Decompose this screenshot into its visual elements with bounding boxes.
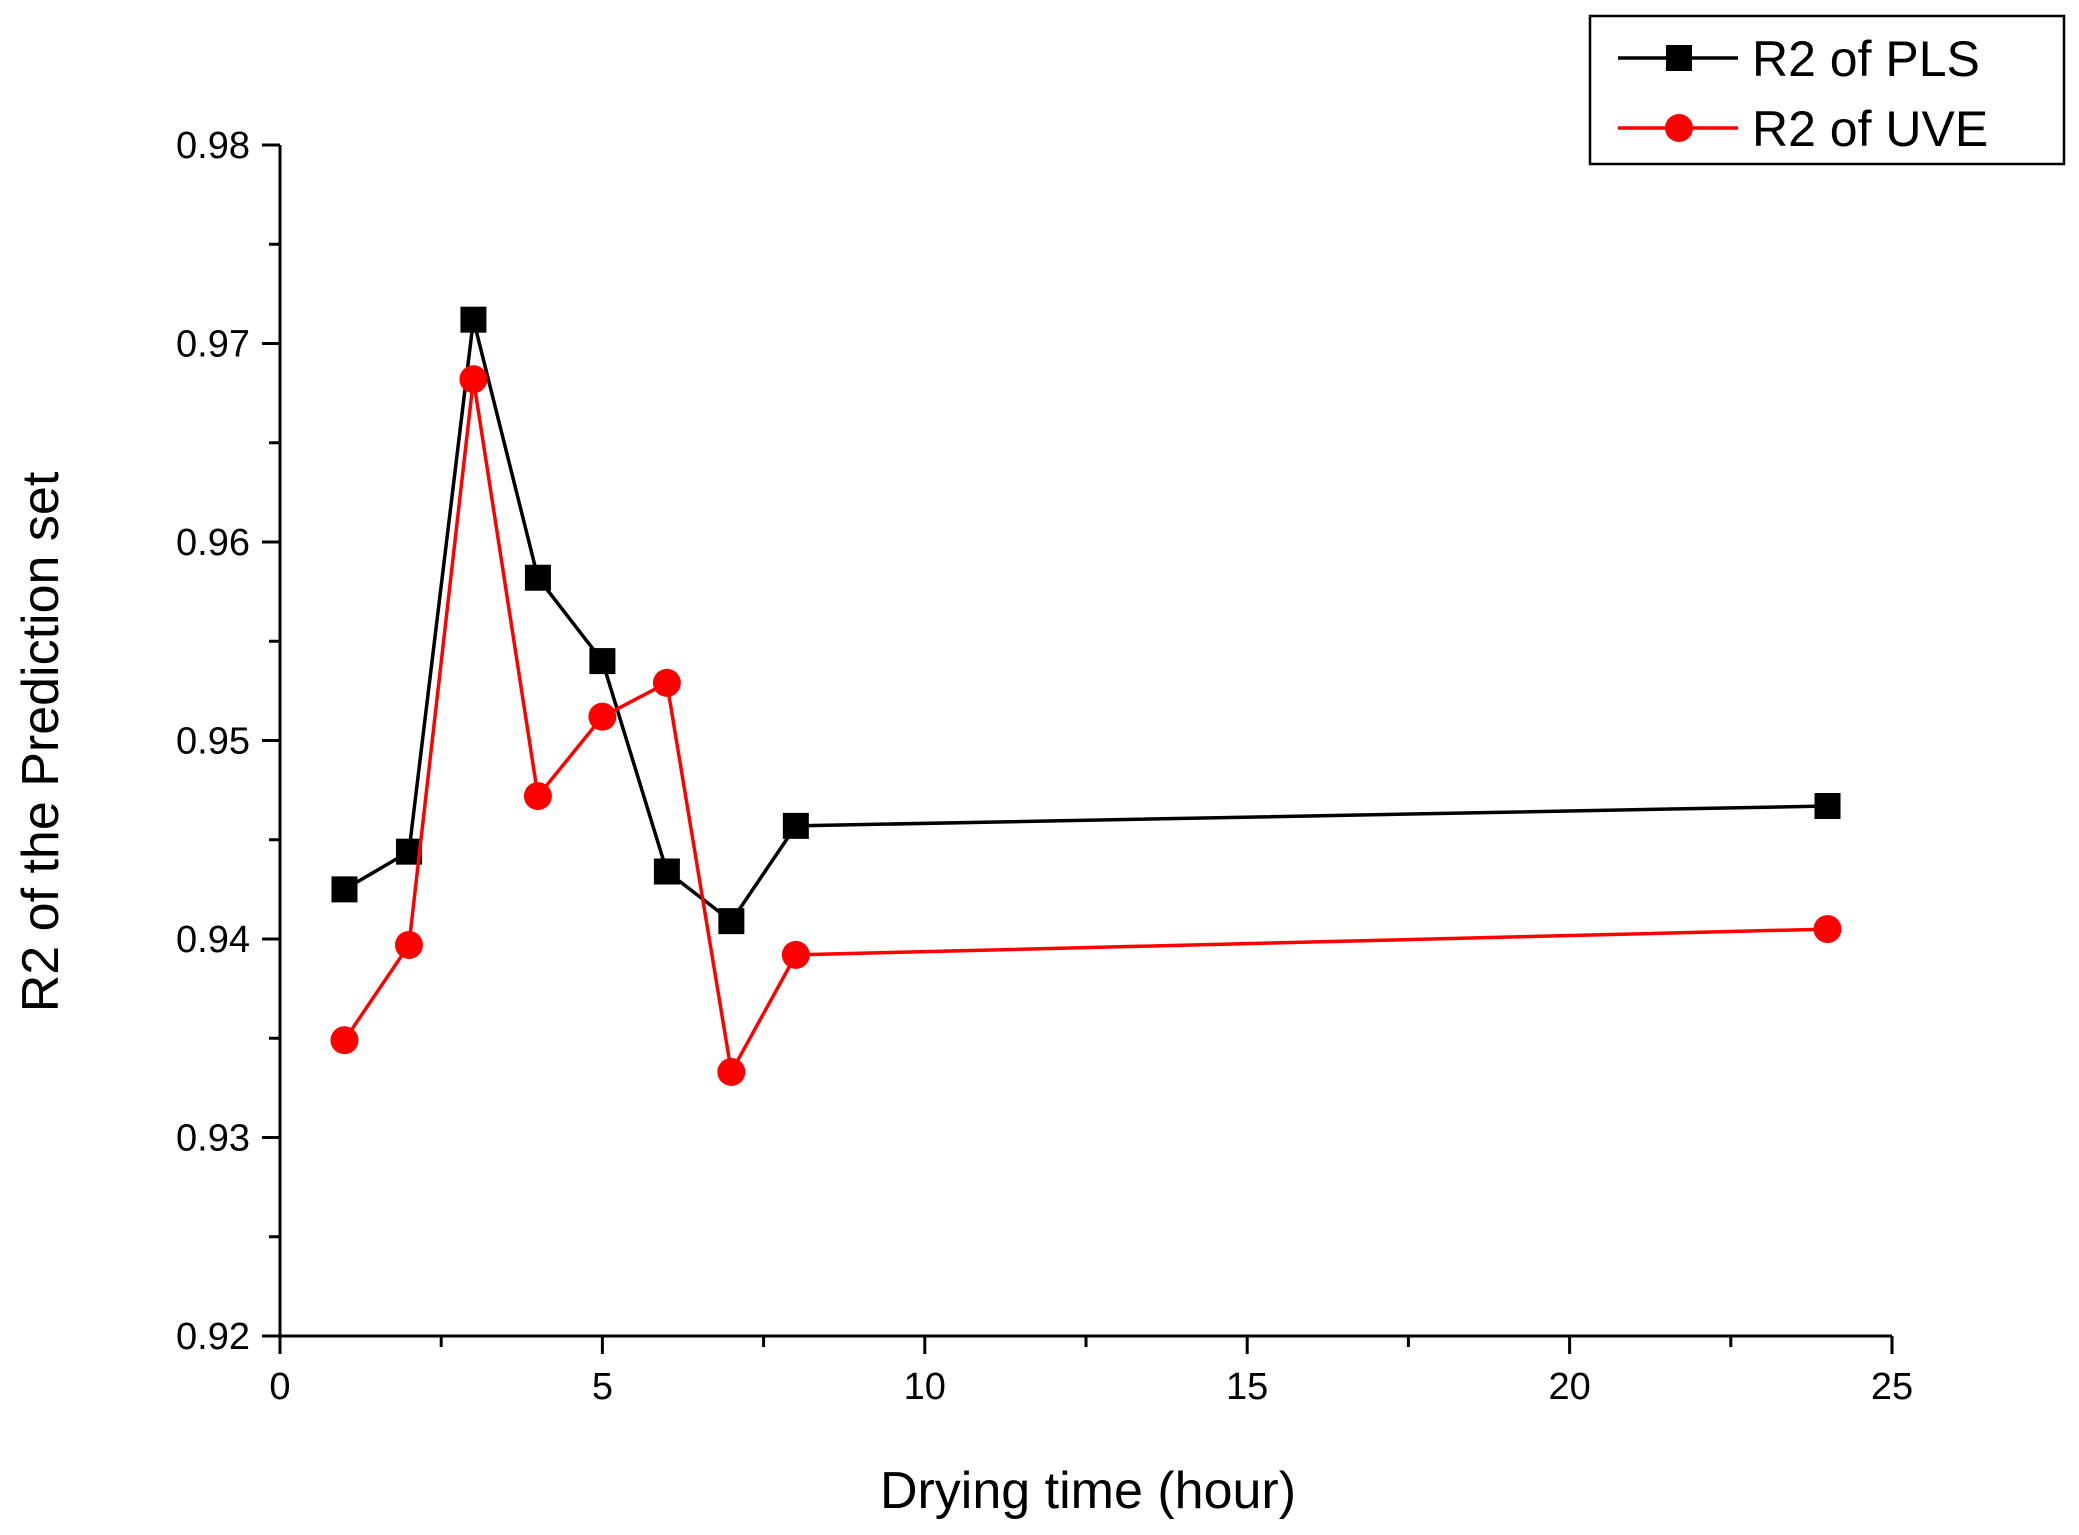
y-tick-label: 0.92: [176, 1316, 250, 1358]
data-point-square: [331, 876, 358, 903]
data-point-square: [1814, 793, 1841, 820]
data-point-square: [782, 812, 809, 839]
series-line: [343, 378, 1828, 1078]
legend-item-2: R2 of UVE: [1618, 101, 1988, 157]
data-point-circle: [1813, 915, 1842, 944]
data-point-circle: [523, 782, 552, 811]
data-point-circle: [652, 668, 681, 697]
legend: R2 of PLS R2 of UVE: [1588, 14, 2066, 166]
x-axis-title: Drying time (hour): [880, 1462, 1296, 1520]
series-2: [330, 365, 1842, 1086]
data-point-square: [524, 564, 551, 591]
legend-label: R2 of UVE: [1752, 101, 1988, 157]
data-point-square: [460, 306, 487, 333]
data-point-circle: [394, 930, 423, 959]
y-tick-label: 0.95: [176, 721, 250, 763]
series-line: [343, 319, 1828, 924]
axes: 0 5 10 15 20 25 0.92 0.93 0.94 0.95 0.96 0.97 0.98: [176, 125, 1913, 1408]
y-tick-label: 0.98: [176, 125, 250, 167]
legend-item-1: R2 of PLS: [1618, 31, 1980, 87]
x-tick-label: 25: [1871, 1366, 1913, 1408]
legend-marker-square: [1666, 45, 1692, 71]
legend-box: [1588, 14, 2066, 166]
data-point-square: [589, 648, 616, 675]
series-layer: [330, 306, 1842, 1086]
y-axis-title: R2 of the Prediction set: [12, 471, 70, 1012]
legend-marker-circle: [1665, 114, 1693, 142]
series-1: [331, 306, 1841, 935]
data-point-circle: [781, 940, 810, 969]
data-point-circle: [588, 702, 617, 731]
legend-label: R2 of PLS: [1752, 31, 1980, 87]
data-point-circle: [330, 1026, 359, 1055]
y-tick-label: 0.94: [176, 919, 250, 961]
x-tick-label: 0: [269, 1366, 290, 1408]
data-point-circle: [459, 365, 488, 394]
x-tick-label: 5: [592, 1366, 613, 1408]
x-tick-label: 10: [904, 1366, 946, 1408]
data-point-square: [653, 858, 680, 885]
data-point-circle: [717, 1057, 746, 1086]
x-tick-label: 20: [1548, 1366, 1590, 1408]
y-tick-label: 0.96: [176, 522, 250, 564]
x-tick-label: 15: [1226, 1366, 1268, 1408]
y-tick-label: 0.93: [176, 1118, 250, 1160]
data-point-square: [718, 908, 745, 935]
y-tick-label: 0.97: [176, 324, 250, 366]
